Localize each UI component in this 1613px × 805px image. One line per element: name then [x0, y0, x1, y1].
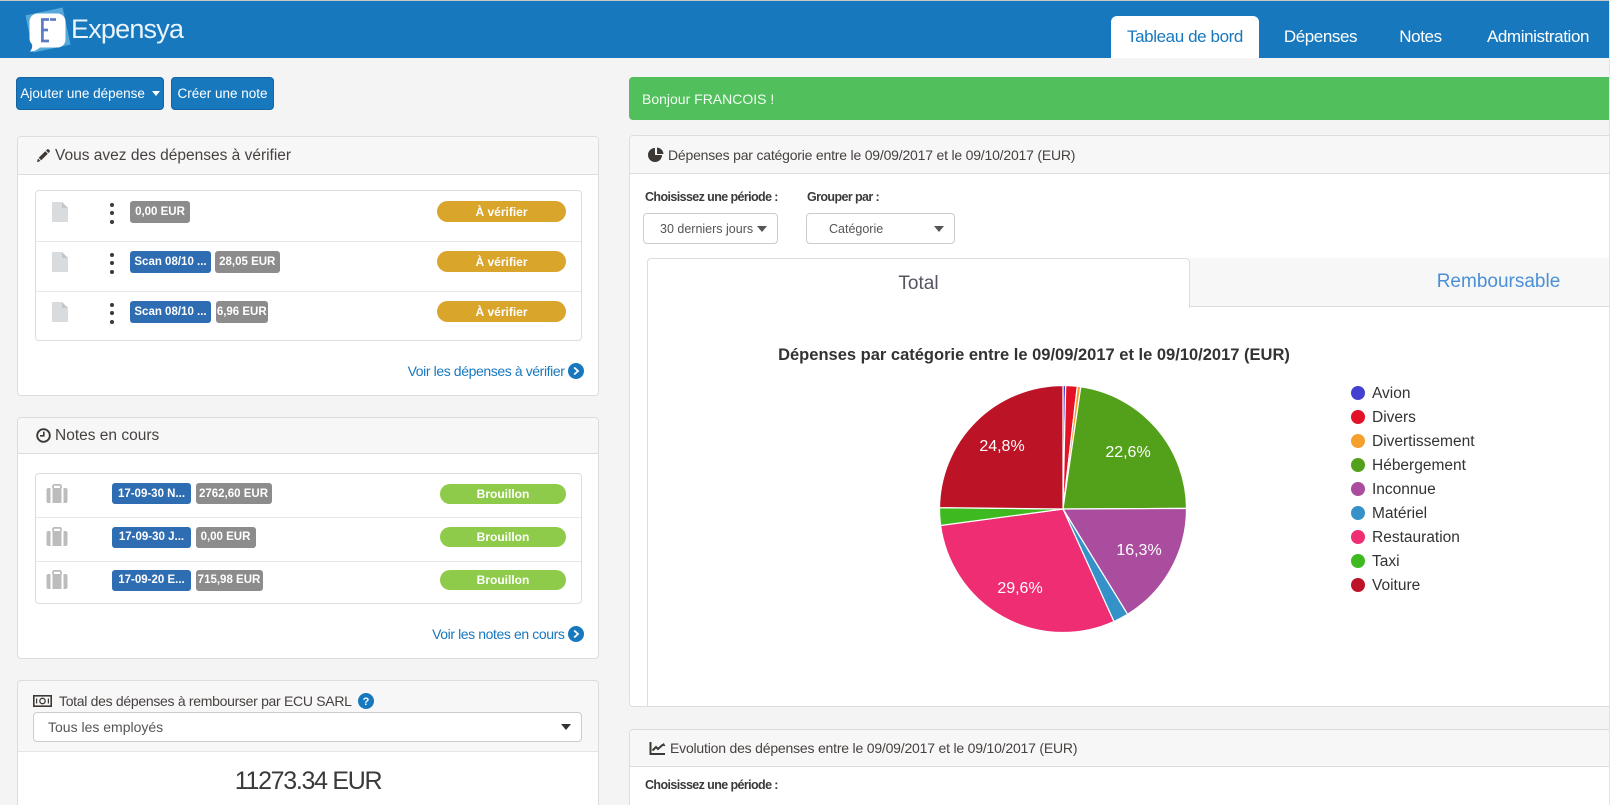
svg-text:Divertissement: Divertissement — [1372, 433, 1475, 450]
svg-text:Matériel: Matériel — [1372, 505, 1427, 522]
svg-text:24,8%: 24,8% — [979, 438, 1024, 455]
svg-text:?: ? — [362, 696, 369, 708]
svg-text:Restauration: Restauration — [1372, 529, 1460, 546]
svg-text:Inconnue: Inconnue — [1372, 481, 1436, 498]
svg-text:Taxi: Taxi — [1372, 553, 1400, 570]
svg-text:16,3%: 16,3% — [1116, 542, 1161, 559]
svg-text:Divers: Divers — [1372, 409, 1416, 426]
svg-text:Avion: Avion — [1372, 385, 1411, 402]
svg-text:29,6%: 29,6% — [997, 580, 1042, 597]
svg-text:22,6%: 22,6% — [1105, 444, 1150, 461]
svg-text:Hébergement: Hébergement — [1372, 457, 1467, 474]
svg-text:Voiture: Voiture — [1372, 577, 1420, 594]
svg-text:Dépenses par catégorie entre l: Dépenses par catégorie entre le 09/09/20… — [778, 346, 1290, 364]
